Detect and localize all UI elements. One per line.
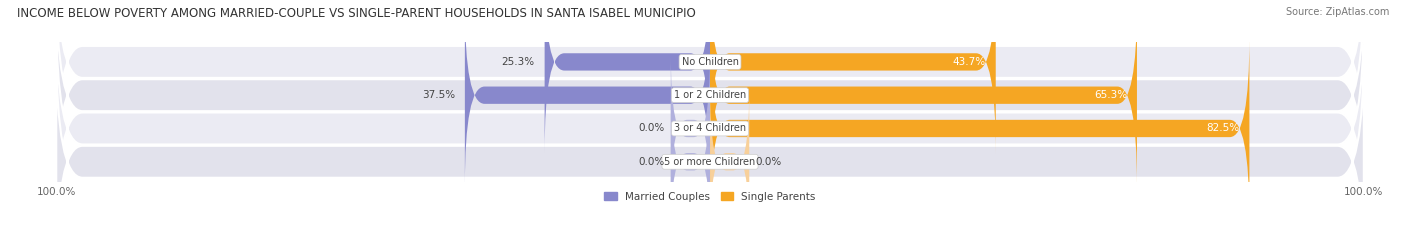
FancyBboxPatch shape bbox=[56, 11, 1364, 233]
Text: 3 or 4 Children: 3 or 4 Children bbox=[673, 123, 747, 134]
FancyBboxPatch shape bbox=[56, 0, 1364, 212]
FancyBboxPatch shape bbox=[56, 0, 1364, 179]
Text: 65.3%: 65.3% bbox=[1094, 90, 1128, 100]
Text: 1 or 2 Children: 1 or 2 Children bbox=[673, 90, 747, 100]
FancyBboxPatch shape bbox=[710, 37, 1250, 220]
FancyBboxPatch shape bbox=[710, 0, 995, 153]
Text: Source: ZipAtlas.com: Source: ZipAtlas.com bbox=[1285, 7, 1389, 17]
Text: 25.3%: 25.3% bbox=[502, 57, 534, 67]
FancyBboxPatch shape bbox=[56, 45, 1364, 233]
FancyBboxPatch shape bbox=[544, 0, 710, 153]
Legend: Married Couples, Single Parents: Married Couples, Single Parents bbox=[605, 192, 815, 202]
Text: 0.0%: 0.0% bbox=[638, 123, 664, 134]
FancyBboxPatch shape bbox=[710, 87, 749, 233]
FancyBboxPatch shape bbox=[465, 4, 710, 186]
Text: 37.5%: 37.5% bbox=[422, 90, 456, 100]
Text: 43.7%: 43.7% bbox=[953, 57, 986, 67]
Text: No Children: No Children bbox=[682, 57, 738, 67]
FancyBboxPatch shape bbox=[671, 54, 710, 203]
Text: 0.0%: 0.0% bbox=[756, 157, 782, 167]
Text: 82.5%: 82.5% bbox=[1206, 123, 1240, 134]
Text: 0.0%: 0.0% bbox=[638, 157, 664, 167]
FancyBboxPatch shape bbox=[671, 87, 710, 233]
FancyBboxPatch shape bbox=[710, 4, 1137, 186]
Text: 5 or more Children: 5 or more Children bbox=[665, 157, 755, 167]
Text: INCOME BELOW POVERTY AMONG MARRIED-COUPLE VS SINGLE-PARENT HOUSEHOLDS IN SANTA I: INCOME BELOW POVERTY AMONG MARRIED-COUPL… bbox=[17, 7, 696, 20]
